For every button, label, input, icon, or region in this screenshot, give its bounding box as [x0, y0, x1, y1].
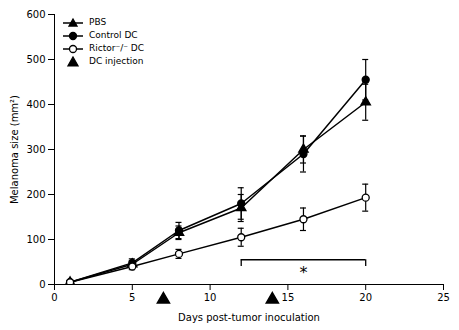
svg-text:100: 100 [26, 234, 45, 245]
html-text:Rictor⁻/⁻ DC: Rictor⁻/⁻ DC [89, 43, 144, 53]
svg-text:*: * [299, 263, 307, 282]
svg-text:200: 200 [26, 189, 45, 200]
svg-text:Melanoma size (mm²): Melanoma size (mm²) [9, 95, 20, 204]
svg-text:400: 400 [26, 99, 45, 110]
svg-text:0: 0 [51, 292, 57, 303]
html-text:DC injection: DC injection [89, 56, 144, 66]
svg-text:500: 500 [26, 54, 45, 65]
svg-text:15: 15 [282, 292, 295, 303]
html-text:PBS: PBS [89, 17, 107, 27]
svg-text:5: 5 [129, 292, 135, 303]
svg-text:0: 0 [39, 279, 45, 290]
svg-text:600: 600 [26, 9, 45, 20]
svg-text:Days post-tumor inoculation: Days post-tumor inoculation [178, 312, 320, 323]
svg-text:300: 300 [26, 144, 45, 155]
svg-text:10: 10 [204, 292, 217, 303]
svg-text:20: 20 [359, 292, 372, 303]
html-text:Control DC: Control DC [89, 30, 138, 40]
svg-text:25: 25 [437, 292, 450, 303]
